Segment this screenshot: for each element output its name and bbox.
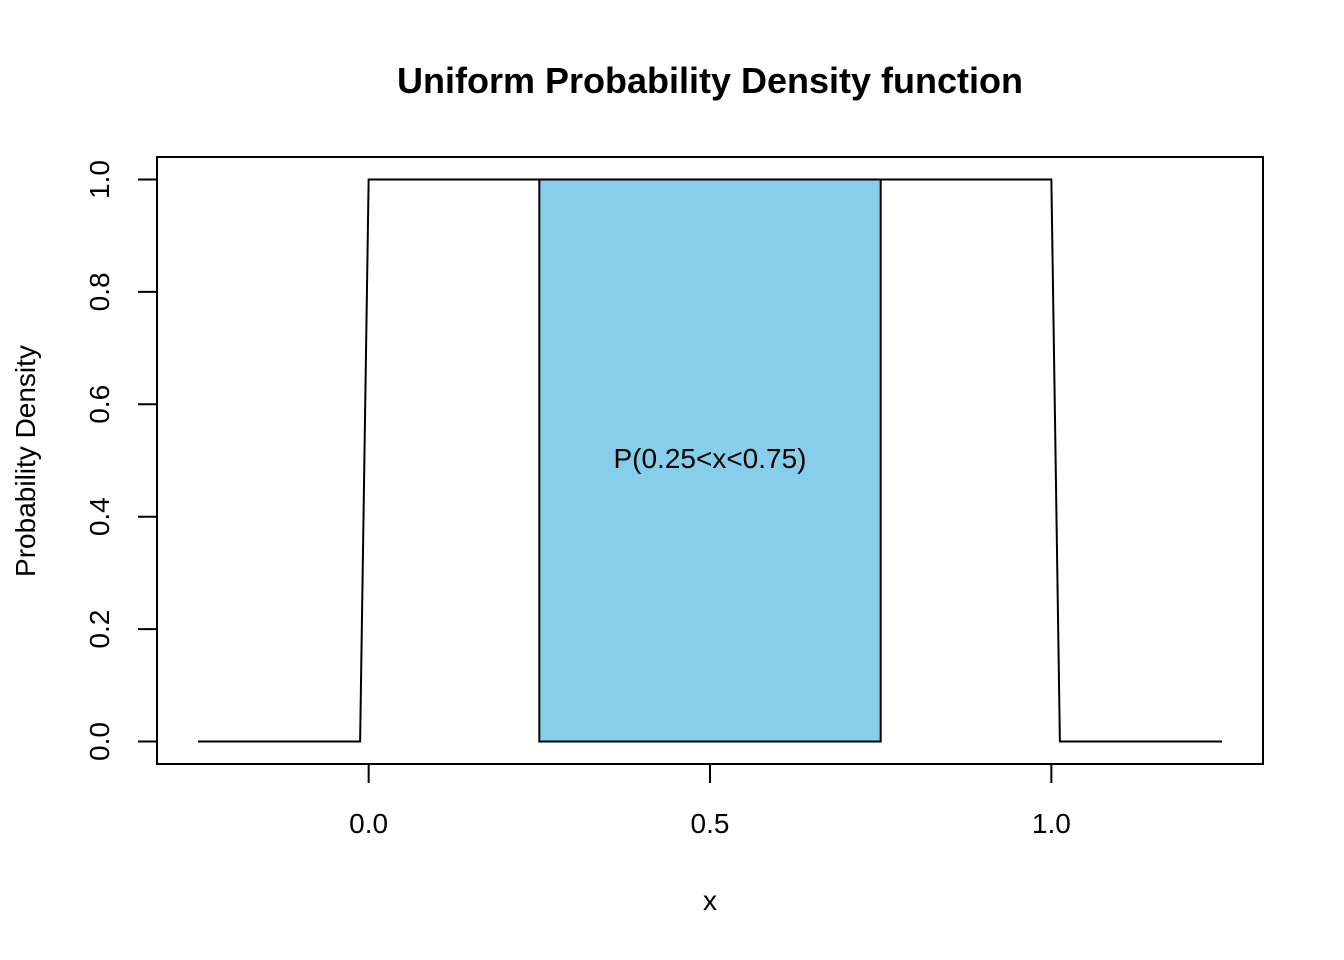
x-tick-label-0: 0.0 <box>349 808 388 839</box>
shaded-probability-region <box>538 178 882 743</box>
density-line-0 <box>197 178 1223 743</box>
x-axis-label: x <box>703 885 717 916</box>
y-tick-label-3: 0.6 <box>84 385 115 424</box>
probability-annotation: P(0.25<x<0.75) <box>613 443 806 474</box>
y-tick-label-0: 0.0 <box>84 722 115 761</box>
plot-area: P(0.25<x<0.75) <box>197 178 1223 743</box>
x-axis: 0.0 0.5 1.0 <box>349 763 1071 839</box>
y-axis: 0.0 0.2 0.4 0.6 0.8 1.0 <box>84 160 158 761</box>
y-tick-label-1: 0.2 <box>84 610 115 649</box>
y-tick-label-4: 0.8 <box>84 272 115 311</box>
y-tick-label-5: 1.0 <box>84 160 115 199</box>
y-axis-label: Probability Density <box>10 345 41 577</box>
chart-title: Uniform Probability Density function <box>397 60 1023 101</box>
x-tick-label-2: 1.0 <box>1032 808 1071 839</box>
y-tick-label-2: 0.4 <box>84 497 115 536</box>
x-tick-label-1: 0.5 <box>691 808 730 839</box>
